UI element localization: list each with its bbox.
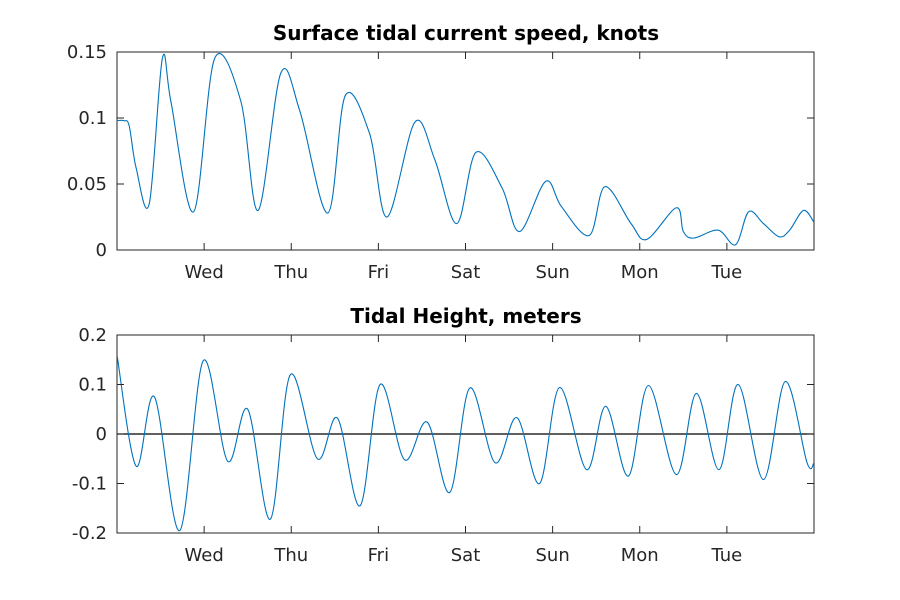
tidal-height-x-tick-label: Mon [621, 545, 659, 566]
current-speed-y-tick-label: 0.1 [78, 108, 107, 129]
current-speed-x-tick-label: Wed [185, 262, 224, 283]
current-speed-marks: Wed Thu Fri Sat Sun Mon Tue 0 0.05 0.1 0.15 [67, 42, 814, 283]
current-speed-title: Surface tidal current speed, knots [273, 21, 659, 45]
current-speed-x-tick-label: Tue [711, 262, 743, 283]
tidal-height-x-tick-label: Tue [711, 545, 743, 566]
current-speed-x-tick-label: Mon [621, 262, 659, 283]
tidal-height-marks: Wed Thu Fri Sat Sun Mon Tue -0.2 -0.1 0 0.1 0.2 [72, 325, 814, 566]
current-speed-y-tick-label: 0 [96, 240, 107, 261]
current-speed-series-line [117, 52, 814, 246]
current-speed-x-tick-label: Thu [273, 262, 308, 283]
tidal-height-y-tick-label: 0.1 [78, 375, 107, 396]
current-speed-x-tick-label: Sat [451, 262, 481, 283]
tidal-height-y-tick-label: 0.2 [78, 325, 107, 346]
current-speed-panel: Surface tidal current speed, knots Wed Th… [67, 21, 815, 283]
current-speed-y-tick-label: 0.15 [67, 42, 107, 63]
tidal-height-x-tick-label: Thu [273, 545, 308, 566]
tidal-height-panel: Tidal Height, meters Wed Thu Fri Sat Sun Mon T… [72, 304, 815, 566]
current-speed-y-tick-label: 0.05 [67, 174, 107, 195]
tidal-height-y-tick-label: -0.1 [72, 474, 107, 495]
tidal-height-series-line [117, 354, 814, 532]
tidal-height-x-tick-label: Sun [536, 545, 570, 566]
current-speed-x-tick-label: Fri [368, 262, 389, 283]
tidal-height-x-tick-label: Sat [451, 545, 481, 566]
tidal-height-x-tick-label: Fri [368, 545, 389, 566]
current-speed-axes [116, 51, 815, 251]
tidal-height-x-tick-label: Wed [185, 545, 224, 566]
tidal-height-title: Tidal Height, meters [350, 304, 581, 328]
tidal-height-y-tick-label: 0 [96, 424, 107, 445]
current-speed-x-tick-label: Sun [536, 262, 570, 283]
tidal-height-y-tick-label: -0.2 [72, 523, 107, 544]
